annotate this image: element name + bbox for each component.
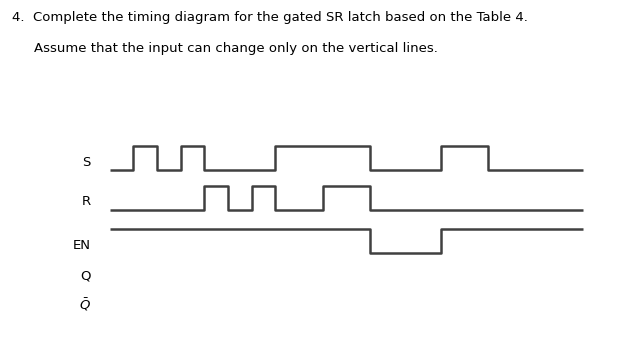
Text: 4.  Complete the timing diagram for the gated SR latch based on the Table 4.: 4. Complete the timing diagram for the g… (12, 11, 528, 24)
Text: Assume that the input can change only on the vertical lines.: Assume that the input can change only on… (34, 42, 438, 55)
Text: R: R (82, 195, 91, 208)
Text: S: S (82, 156, 91, 169)
Text: Q: Q (80, 270, 91, 283)
Text: EN: EN (73, 239, 91, 252)
Text: $\bar{Q}$: $\bar{Q}$ (79, 297, 91, 313)
